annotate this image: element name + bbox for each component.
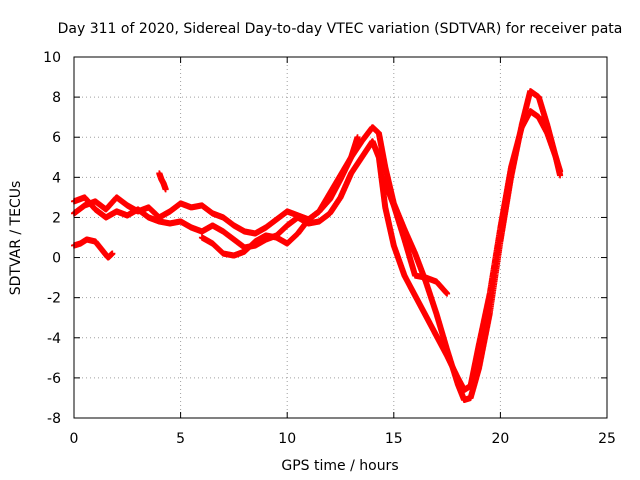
- series-track-b: [71, 108, 564, 393]
- y-tick-label: -8: [47, 411, 61, 427]
- series-track-c: [71, 236, 116, 261]
- series-markers: [198, 134, 361, 259]
- y-tick-label: -4: [47, 331, 61, 347]
- series-track-e: [380, 174, 451, 297]
- y-tick-label: 4: [52, 170, 61, 186]
- y-tick-label: -6: [47, 371, 61, 387]
- chart-title: Day 311 of 2020, Sidereal Day-to-day VTE…: [58, 21, 623, 37]
- y-tick-label: -2: [47, 291, 61, 307]
- series-markers: [156, 170, 169, 193]
- x-tick-label: 0: [70, 431, 79, 447]
- y-tick-label: 0: [52, 251, 61, 267]
- x-axis-label: GPS time / hours: [281, 458, 398, 474]
- x-tick-label: 5: [176, 431, 185, 447]
- series-track-f: [156, 170, 169, 193]
- x-tick-label: 25: [598, 431, 616, 447]
- series-track-d: [198, 134, 361, 259]
- x-tick-label: 20: [491, 431, 509, 447]
- series-track-a: [71, 88, 564, 403]
- series-markers: [380, 174, 451, 297]
- axis-ticks: 0 5 10 15 20 25 -8 -6 -4 -2 0 2 4 6 8 10: [43, 50, 616, 447]
- y-tick-label: 8: [52, 90, 61, 106]
- series-markers: [71, 88, 564, 403]
- y-tick-label: 2: [52, 210, 61, 226]
- series-markers: [71, 236, 116, 261]
- x-tick-label: 15: [385, 431, 403, 447]
- plot-frame: [73, 56, 608, 419]
- y-tick-label: 10: [43, 50, 61, 66]
- y-axis-label: SDTVAR / TECUs: [8, 181, 24, 296]
- series-markers: [71, 108, 564, 393]
- y-tick-label: 6: [52, 130, 61, 146]
- data-points: [71, 88, 564, 403]
- x-tick-label: 10: [278, 431, 296, 447]
